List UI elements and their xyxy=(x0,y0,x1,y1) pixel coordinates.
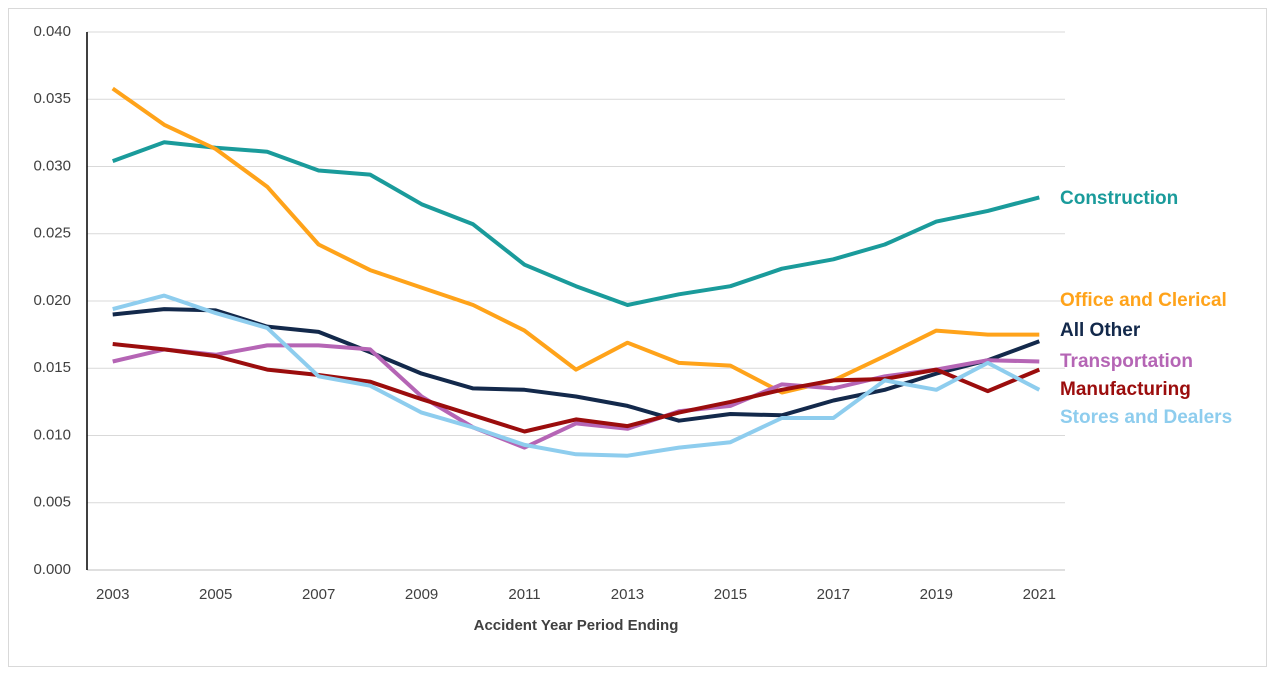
x-tick-label: 2019 xyxy=(920,586,953,603)
y-tick-label: 0.035 xyxy=(33,90,71,107)
x-tick-label: 2007 xyxy=(302,586,335,603)
series-line xyxy=(112,343,1040,450)
y-tick-label: 0.000 xyxy=(33,561,71,578)
series-label: All Other xyxy=(1060,320,1141,341)
y-tick-label: 0.015 xyxy=(33,359,71,376)
y-tick-label: 0.010 xyxy=(33,426,71,443)
series-line xyxy=(112,140,1040,307)
y-tick-label: 0.040 xyxy=(33,23,71,40)
x-axis-title: Accident Year Period Ending xyxy=(474,617,679,634)
series-label: Office and Clerical xyxy=(1060,290,1227,311)
chart-frame xyxy=(8,8,1267,667)
series-line xyxy=(111,86,1040,395)
x-tick-label: 2009 xyxy=(405,586,438,603)
x-tick-label: 2013 xyxy=(611,586,644,603)
series-label: Transportation xyxy=(1060,351,1193,372)
x-tick-label: 2003 xyxy=(96,586,129,603)
x-tick-label: 2005 xyxy=(199,586,232,603)
y-tick-label: 0.030 xyxy=(33,157,71,174)
x-tick-label: 2017 xyxy=(817,586,850,603)
series-label: Construction xyxy=(1060,188,1178,209)
x-tick-label: 2015 xyxy=(714,586,747,603)
series-label: Stores and Dealers xyxy=(1060,407,1232,428)
x-tick-label: 2011 xyxy=(508,586,540,603)
series-line xyxy=(112,293,1041,458)
series-label: Manufacturing xyxy=(1060,379,1191,400)
y-tick-label: 0.005 xyxy=(33,494,71,511)
y-tick-label: 0.020 xyxy=(33,292,71,309)
y-tick-label: 0.025 xyxy=(33,225,71,242)
x-tick-label: 2021 xyxy=(1023,586,1056,603)
